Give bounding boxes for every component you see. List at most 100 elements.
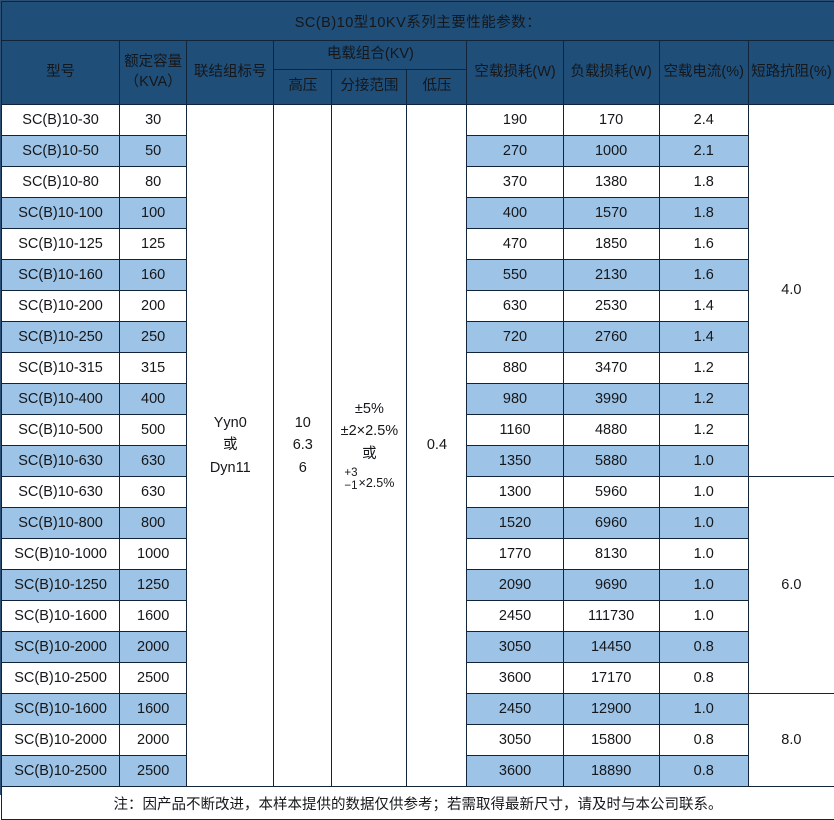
cell-no-load-loss: 2450 xyxy=(467,694,563,725)
cell-load-loss: 4880 xyxy=(563,415,659,446)
cell-no-load-current: 1.4 xyxy=(659,291,748,322)
tap-range-fraction-bottom: −1 xyxy=(344,480,357,493)
cell-model: SC(B)10-80 xyxy=(2,167,120,198)
cell-rated-capacity: 315 xyxy=(120,353,187,384)
cell-model: SC(B)10-2500 xyxy=(2,663,120,694)
cell-rated-capacity: 2500 xyxy=(120,756,187,787)
cell-no-load-loss: 1160 xyxy=(467,415,563,446)
cell-short-circuit-impedance: 6.0 xyxy=(748,477,834,694)
cell-load-loss: 9690 xyxy=(563,570,659,601)
tap-range-line-1: ±5% xyxy=(332,398,406,420)
cell-load-loss: 170 xyxy=(563,105,659,136)
cell-rated-capacity: 160 xyxy=(120,260,187,291)
cell-no-load-loss: 370 xyxy=(467,167,563,198)
connection-group-line-1: Yyn0 xyxy=(187,412,273,434)
cell-no-load-current: 1.0 xyxy=(659,694,748,725)
cell-rated-capacity: 630 xyxy=(120,477,187,508)
cell-no-load-loss: 3600 xyxy=(467,756,563,787)
cell-no-load-current: 0.8 xyxy=(659,632,748,663)
cell-model: SC(B)10-125 xyxy=(2,229,120,260)
cell-no-load-current: 1.2 xyxy=(659,415,748,446)
cell-no-load-loss: 980 xyxy=(467,384,563,415)
cell-load-loss: 5960 xyxy=(563,477,659,508)
cell-model: SC(B)10-315 xyxy=(2,353,120,384)
cell-no-load-current: 1.0 xyxy=(659,539,748,570)
cell-model: SC(B)10-630 xyxy=(2,446,120,477)
col-header-voltage-combination: 电载组合(KV) xyxy=(274,41,467,70)
cell-no-load-loss: 550 xyxy=(467,260,563,291)
cell-no-load-current: 1.8 xyxy=(659,198,748,229)
cell-model: SC(B)10-1600 xyxy=(2,694,120,725)
high-voltage-line-2: 6.3 xyxy=(274,434,331,456)
table-footer: 注：因产品不断改进，本样本提供的数据仅供参考；若需取得最新尺寸，请及时与本公司联… xyxy=(2,787,834,820)
cell-load-loss: 1570 xyxy=(563,198,659,229)
cell-no-load-loss: 1520 xyxy=(467,508,563,539)
cell-no-load-loss: 190 xyxy=(467,105,563,136)
cell-low-voltage: 0.4 xyxy=(407,105,467,787)
cell-rated-capacity: 500 xyxy=(120,415,187,446)
cell-no-load-loss: 3600 xyxy=(467,663,563,694)
cell-no-load-current: 1.6 xyxy=(659,229,748,260)
cell-no-load-current: 0.8 xyxy=(659,663,748,694)
cell-no-load-current: 1.8 xyxy=(659,167,748,198)
cell-load-loss: 14450 xyxy=(563,632,659,663)
cell-rated-capacity: 800 xyxy=(120,508,187,539)
col-header-short-circuit-impedance: 短路抗阻(%) xyxy=(748,41,834,105)
cell-no-load-current: 1.0 xyxy=(659,477,748,508)
cell-rated-capacity: 1600 xyxy=(120,601,187,632)
cell-model: SC(B)10-50 xyxy=(2,136,120,167)
col-header-model: 型号 xyxy=(2,41,120,105)
high-voltage-line-1: 10 xyxy=(274,412,331,434)
cell-load-loss: 12900 xyxy=(563,694,659,725)
page-title: SC(B)10型10KV系列主要性能参数： xyxy=(2,2,834,41)
col-header-tap-range: 分接范围 xyxy=(332,70,407,105)
cell-rated-capacity: 630 xyxy=(120,446,187,477)
cell-no-load-current: 1.0 xyxy=(659,508,748,539)
title-row: SC(B)10型10KV系列主要性能参数： xyxy=(2,2,834,41)
cell-no-load-current: 1.6 xyxy=(659,260,748,291)
cell-rated-capacity: 250 xyxy=(120,322,187,353)
col-header-rated-capacity: 额定容量 （KVA） xyxy=(120,41,187,105)
table-header: SC(B)10型10KV系列主要性能参数： 型号 额定容量 （KVA） 联结组标… xyxy=(2,2,834,105)
cell-no-load-current: 1.0 xyxy=(659,446,748,477)
cell-rated-capacity: 1000 xyxy=(120,539,187,570)
cell-rated-capacity: 400 xyxy=(120,384,187,415)
cell-no-load-current: 1.2 xyxy=(659,384,748,415)
cell-load-loss: 6960 xyxy=(563,508,659,539)
cell-rated-capacity: 2000 xyxy=(120,632,187,663)
col-header-high-voltage: 高压 xyxy=(274,70,332,105)
col-header-no-load-current: 空载电流(%) xyxy=(659,41,748,105)
cell-no-load-current: 1.2 xyxy=(659,353,748,384)
cell-model: SC(B)10-400 xyxy=(2,384,120,415)
cell-model: SC(B)10-1250 xyxy=(2,570,120,601)
tap-range-line-3: 或 xyxy=(332,443,406,465)
tap-range-fraction-top: +3 xyxy=(344,467,357,480)
cell-no-load-loss: 470 xyxy=(467,229,563,260)
cell-no-load-loss: 2090 xyxy=(467,570,563,601)
cell-no-load-current: 1.0 xyxy=(659,601,748,632)
cell-load-loss: 15800 xyxy=(563,725,659,756)
cell-rated-capacity: 1600 xyxy=(120,694,187,725)
cell-rated-capacity: 2500 xyxy=(120,663,187,694)
rated-capacity-line-1: 额定容量 xyxy=(120,53,186,73)
cell-model: SC(B)10-2000 xyxy=(2,632,120,663)
cell-load-loss: 2760 xyxy=(563,322,659,353)
cell-load-loss: 8130 xyxy=(563,539,659,570)
cell-model: SC(B)10-1600 xyxy=(2,601,120,632)
col-header-load-loss: 负载损耗(W) xyxy=(563,41,659,105)
rated-capacity-line-2: （KVA） xyxy=(120,73,186,93)
cell-short-circuit-impedance: 4.0 xyxy=(748,105,834,477)
cell-load-loss: 1000 xyxy=(563,136,659,167)
cell-load-loss: 1380 xyxy=(563,167,659,198)
col-header-no-load-loss: 空载损耗(W) xyxy=(467,41,563,105)
high-voltage-line-3: 6 xyxy=(274,457,331,479)
tap-range-fraction-tail: ×2.5% xyxy=(358,471,395,490)
cell-rated-capacity: 50 xyxy=(120,136,187,167)
cell-model: SC(B)10-100 xyxy=(2,198,120,229)
cell-model: SC(B)10-500 xyxy=(2,415,120,446)
cell-load-loss: 2130 xyxy=(563,260,659,291)
